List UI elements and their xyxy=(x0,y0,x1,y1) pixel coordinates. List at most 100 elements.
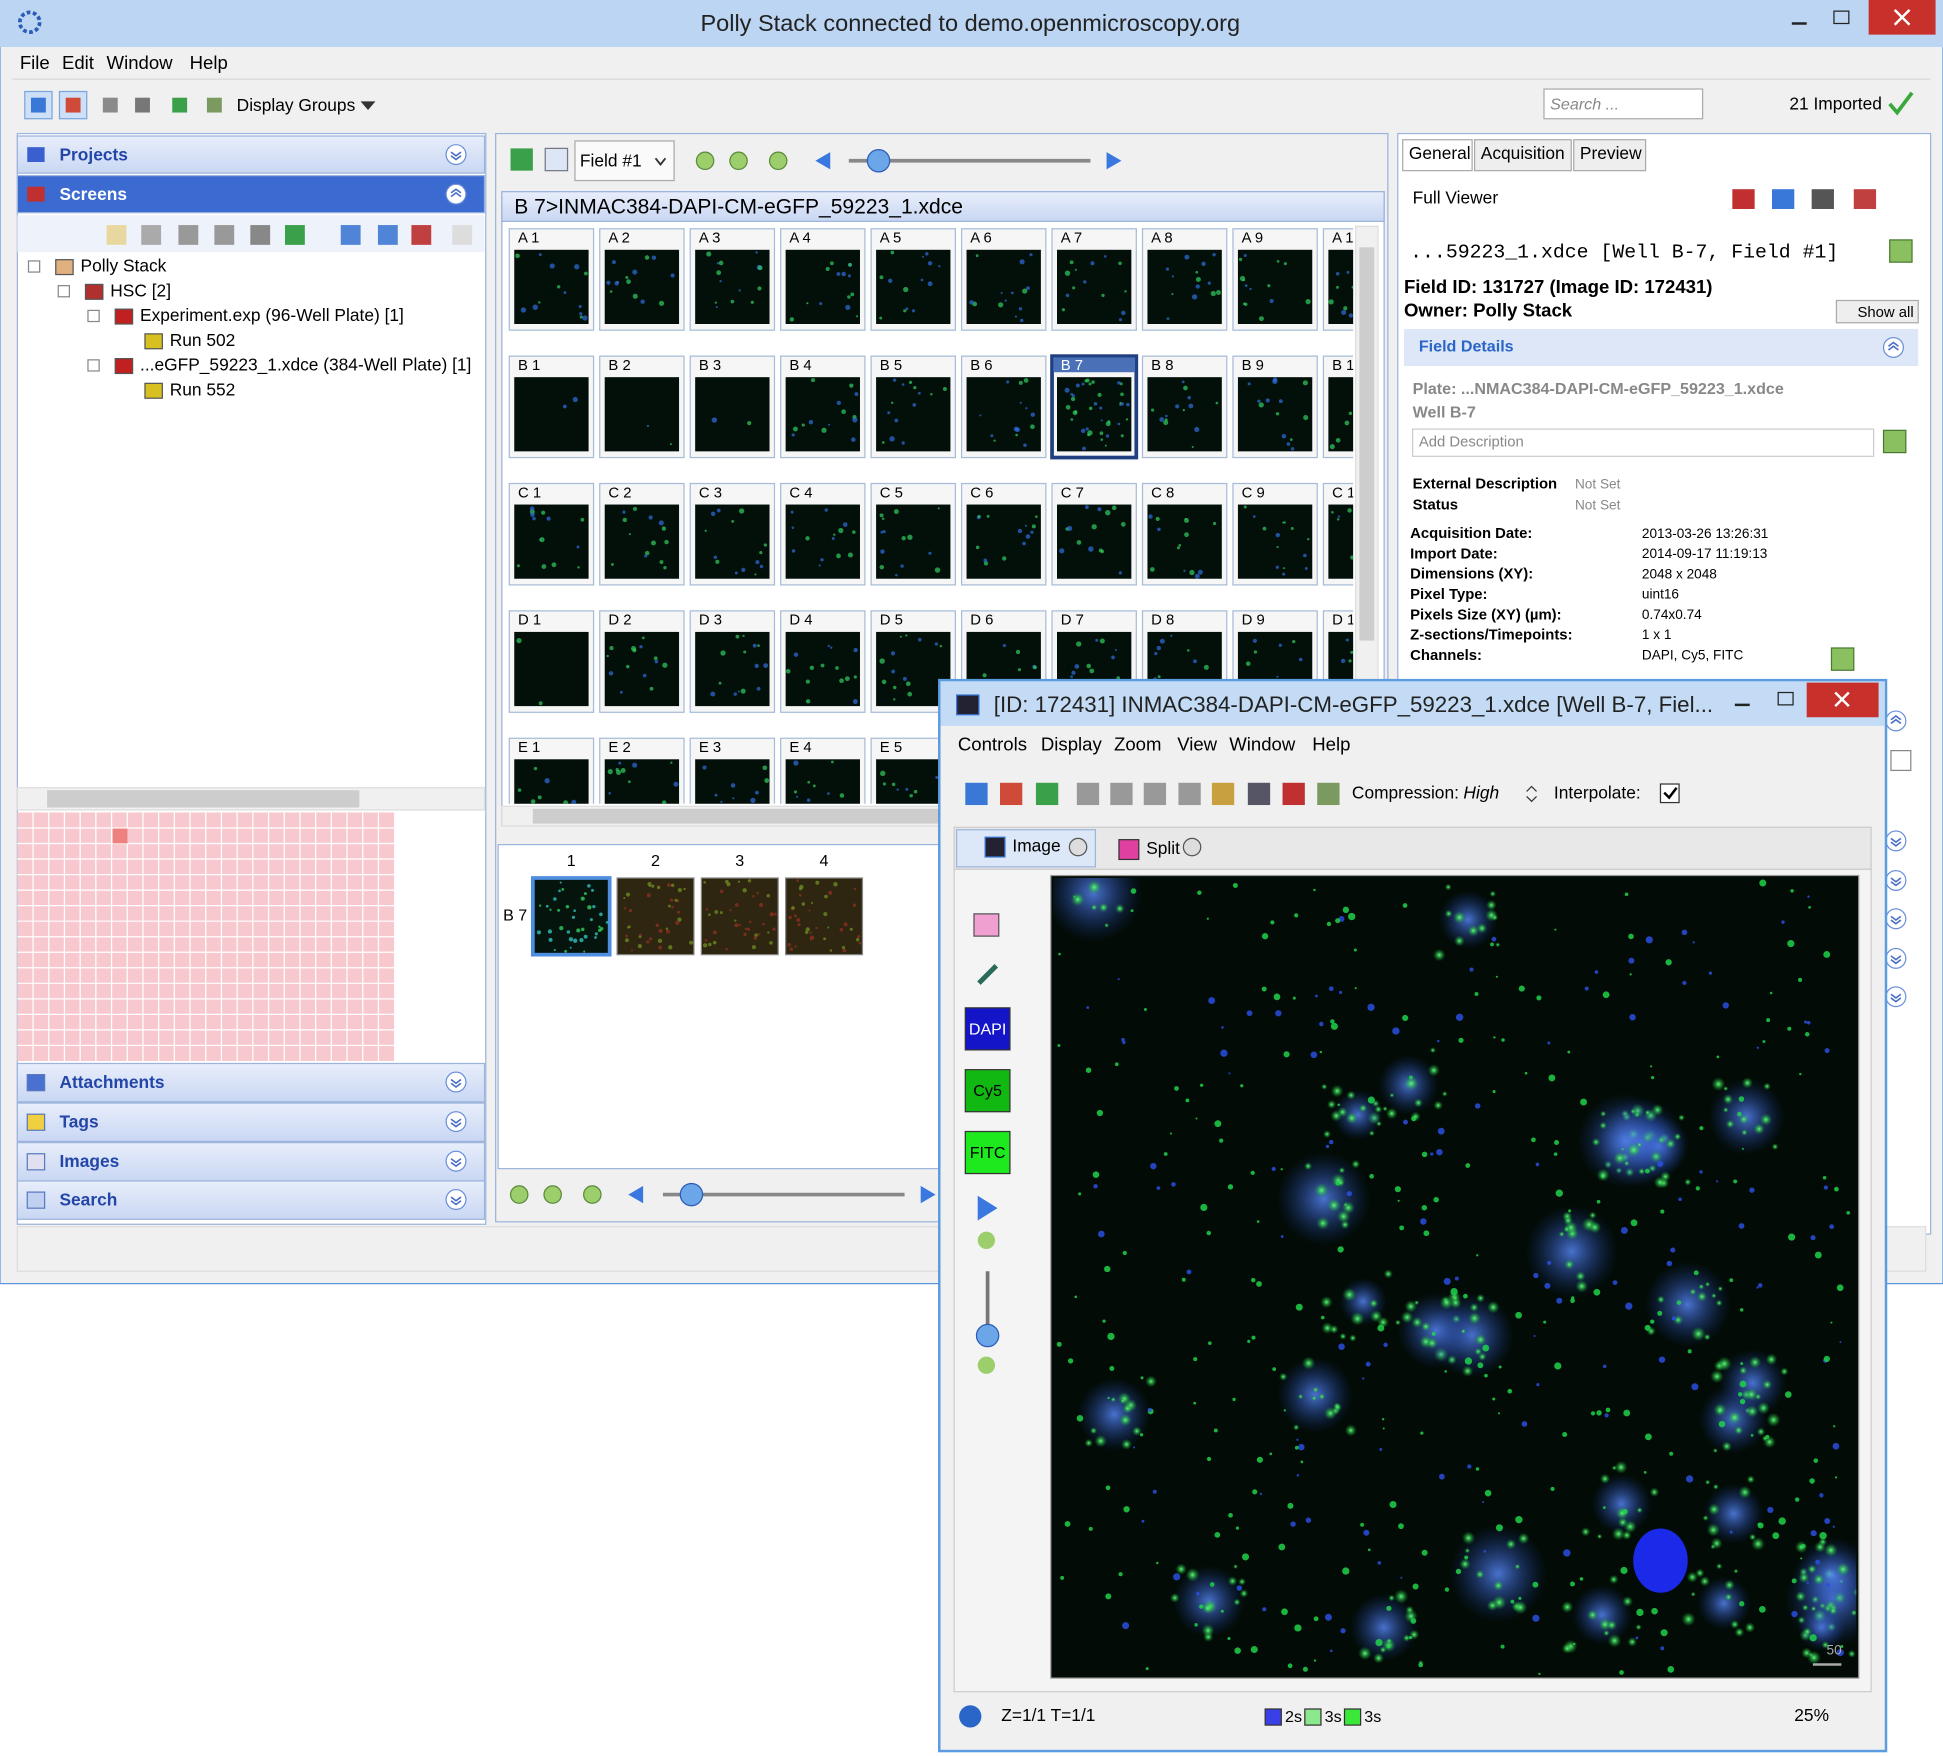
tool-icon[interactable] xyxy=(285,225,305,245)
menu-item[interactable]: View xyxy=(1177,734,1218,755)
tab-close[interactable] xyxy=(1182,837,1202,857)
menu-item[interactable]: Window xyxy=(107,52,174,73)
menu-item[interactable]: Help xyxy=(190,52,228,73)
checkbox[interactable] xyxy=(1659,783,1680,804)
field-thumbnail[interactable] xyxy=(700,877,779,956)
expander[interactable] xyxy=(57,285,71,298)
section-header[interactable] xyxy=(16,1102,486,1143)
play-button[interactable] xyxy=(977,1195,998,1221)
tree-node[interactable]: Polly Stack xyxy=(81,256,167,276)
channel-label[interactable]: FITC xyxy=(970,1144,1006,1162)
expander[interactable] xyxy=(87,309,100,323)
collapse-button[interactable] xyxy=(445,1071,467,1093)
tab-label[interactable]: Image xyxy=(1012,836,1060,856)
tool-icon[interactable] xyxy=(377,225,398,245)
tab-label[interactable]: Split xyxy=(1146,838,1180,858)
maximize-button[interactable] xyxy=(1777,691,1794,706)
color-picker[interactable] xyxy=(973,913,1000,937)
channel-label[interactable]: DAPI xyxy=(969,1020,1007,1038)
zoom-button[interactable] xyxy=(509,1185,529,1204)
slider-knob[interactable] xyxy=(975,1323,1000,1348)
section-title[interactable]: Tags xyxy=(59,1111,98,1131)
menu-item[interactable]: Window xyxy=(1229,734,1296,755)
collapse-button[interactable] xyxy=(1885,830,1907,852)
tree-node[interactable]: Run 502 xyxy=(170,330,236,350)
channel-button[interactable] xyxy=(964,1007,1011,1051)
collapse-button[interactable] xyxy=(445,144,467,166)
toolbar-button[interactable] xyxy=(1110,782,1133,806)
collapse-button[interactable] xyxy=(1885,986,1907,1008)
menu-item[interactable]: File xyxy=(20,52,50,73)
zoom-button[interactable] xyxy=(768,151,788,171)
expander[interactable] xyxy=(27,260,41,273)
section-title[interactable]: Screens xyxy=(59,184,127,204)
menu-item[interactable]: Controls xyxy=(958,734,1027,755)
toolbar-button[interactable] xyxy=(1211,782,1235,806)
expander[interactable] xyxy=(87,359,100,372)
collapse-button[interactable] xyxy=(445,1111,467,1133)
section-header[interactable] xyxy=(16,1142,486,1182)
collapse-button[interactable] xyxy=(445,183,467,205)
tool-icon[interactable] xyxy=(214,225,235,245)
toolbar-button[interactable] xyxy=(1000,782,1023,806)
zoom-button[interactable] xyxy=(729,151,748,171)
tree-node[interactable]: Experiment.exp (96-Well Plate) [1] xyxy=(140,305,404,325)
tab-close[interactable] xyxy=(1068,837,1088,857)
channel-label[interactable]: Cy5 xyxy=(973,1082,1002,1100)
tab-label[interactable]: Acquisition xyxy=(1481,143,1565,163)
collapse-button[interactable] xyxy=(1885,869,1907,891)
section-header[interactable] xyxy=(16,135,486,174)
section-header[interactable] xyxy=(16,1180,486,1220)
menu-item[interactable]: Edit xyxy=(62,52,95,73)
tab-label[interactable]: General xyxy=(1409,143,1471,163)
show-all-button[interactable] xyxy=(1835,299,1919,324)
tool-icon[interactable] xyxy=(250,225,271,245)
menu-item[interactable]: Help xyxy=(1312,734,1350,755)
compression-value[interactable]: High xyxy=(1463,782,1499,802)
tab[interactable] xyxy=(1473,139,1572,172)
dropdown[interactable]: Display Groups xyxy=(237,95,356,115)
refresh-button[interactable] xyxy=(510,148,533,171)
section-header[interactable] xyxy=(16,1062,486,1103)
collapse-button[interactable] xyxy=(1882,336,1904,359)
slider-knob[interactable] xyxy=(679,1182,704,1207)
tool-icon[interactable] xyxy=(452,225,473,245)
tool-icon[interactable] xyxy=(106,225,127,245)
toolbar-button[interactable] xyxy=(1143,782,1167,806)
slider-knob[interactable] xyxy=(866,149,891,173)
section-title[interactable]: Attachments xyxy=(59,1072,164,1092)
toolbar-button[interactable] xyxy=(1282,782,1305,806)
field-thumbnail[interactable] xyxy=(785,877,864,956)
tool-icon[interactable] xyxy=(178,225,199,245)
zoom-button[interactable] xyxy=(695,151,715,171)
collapse-button[interactable] xyxy=(445,1189,467,1211)
zoom-button[interactable] xyxy=(583,1185,602,1204)
collapse-button[interactable] xyxy=(1885,947,1907,969)
toolbar-button[interactable] xyxy=(1247,782,1271,806)
edit-button[interactable] xyxy=(1830,647,1855,671)
maximize-button[interactable] xyxy=(1833,10,1850,25)
channel-button[interactable] xyxy=(964,1130,1011,1175)
section-header[interactable] xyxy=(16,174,486,214)
field-thumbnail[interactable] xyxy=(530,876,612,957)
section-title[interactable]: Images xyxy=(59,1151,119,1171)
tree-node[interactable]: Run 552 xyxy=(170,379,236,399)
toolbar-button[interactable] xyxy=(1076,782,1100,806)
menu-item[interactable]: Zoom xyxy=(1114,734,1161,755)
section-title[interactable]: Search xyxy=(59,1189,117,1209)
toolbar-button[interactable] xyxy=(1178,782,1201,806)
toolbar-button[interactable] xyxy=(965,782,988,806)
tab-label[interactable]: Preview xyxy=(1580,143,1642,163)
menu-item[interactable]: Display xyxy=(1041,734,1103,755)
edit-button[interactable] xyxy=(1882,429,1907,454)
toolbar-button[interactable] xyxy=(1035,782,1059,806)
collapse-button[interactable] xyxy=(1885,710,1907,732)
description-box[interactable] xyxy=(1412,428,1875,457)
tree-node[interactable]: ...eGFP_59223_1.xdce (384-Well Plate) [1… xyxy=(140,355,471,375)
collapse-button[interactable] xyxy=(1885,908,1907,930)
tool-icon[interactable] xyxy=(340,225,361,245)
tab[interactable] xyxy=(1573,139,1647,172)
zoom-button[interactable] xyxy=(543,1185,562,1204)
tool-icon[interactable] xyxy=(411,225,432,245)
section-title[interactable]: Projects xyxy=(59,144,127,164)
